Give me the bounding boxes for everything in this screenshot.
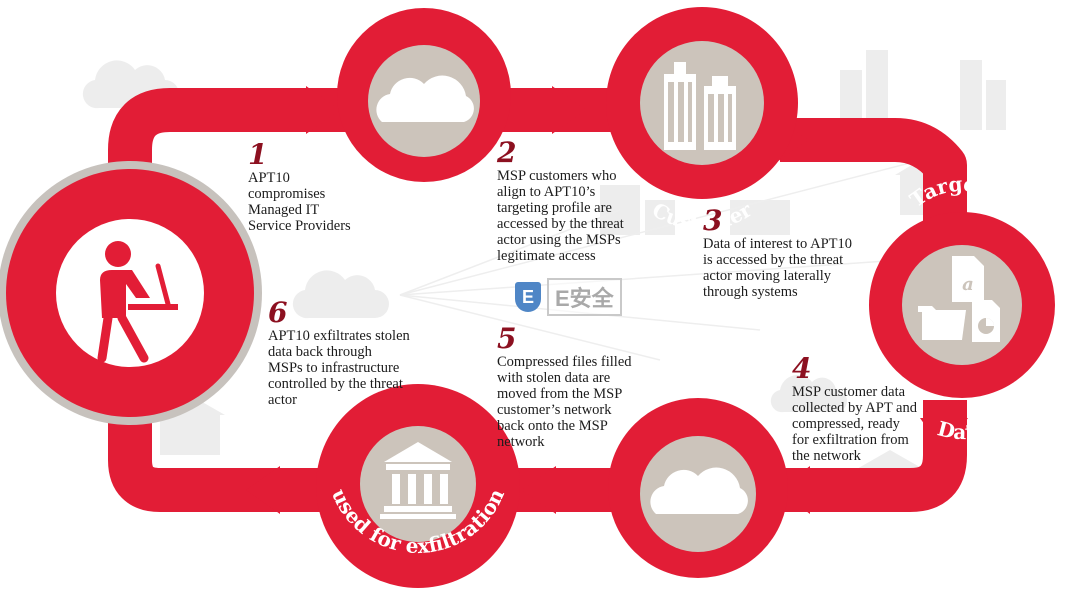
arrow-icon (920, 418, 968, 452)
step-3: 3 Data of interest to APT10 is accessed … (703, 204, 853, 301)
node-targeted-data-label-bottom: Data (935, 416, 989, 444)
arrow-icon (522, 466, 556, 514)
step-description: Compressed files filled with stolen data… (497, 354, 632, 450)
step-description: MSP customers who align to APT10’s targe… (497, 168, 624, 264)
cycle-track (108, 86, 968, 514)
step-number: 1 (248, 138, 268, 171)
person-at-laptop-icon (97, 241, 178, 363)
arrow-icon (778, 466, 810, 514)
step-6: 6 APT10 exfiltrates stolen data back thr… (268, 296, 410, 409)
watermark: E E安全 (515, 278, 622, 316)
watermark-shield-icon: E (515, 282, 541, 312)
watermark-text: E安全 (547, 278, 622, 316)
step-number: 4 (792, 352, 812, 385)
node-msp-bottom-label: MSP (665, 338, 731, 370)
bank-building-icon (380, 442, 456, 519)
step-description: APT10 exfiltrates stolen data back throu… (268, 328, 410, 408)
arrow-icon (246, 466, 280, 514)
step-number: 6 (268, 296, 288, 329)
node-msp-bottom: MSP (608, 338, 788, 578)
arrow-icon (306, 86, 340, 134)
node-targeted-data: a Targeted Data (869, 172, 1055, 444)
cloud-icon (650, 467, 748, 514)
document-letter: a (962, 274, 974, 295)
step-number: 5 (497, 322, 517, 355)
arrow-icon (552, 86, 586, 134)
step-description: Data of interest to APT10 is accessed by… (703, 236, 853, 300)
step-4: 4 MSP customer data collected by APT and… (792, 352, 917, 465)
node-msp-top: MSP (337, 8, 511, 182)
step-5: 5 Compressed files filled with stolen da… (497, 322, 632, 451)
step-1: 1 APT10 compromises Managed IT Service P… (248, 138, 351, 235)
step-number: 3 (703, 204, 723, 237)
step-description: MSP customer data collected by APT and c… (792, 384, 917, 464)
cloud-icon (376, 75, 474, 122)
step-description: APT10 compromises Managed IT Service Pro… (248, 170, 351, 234)
node-targeted-msp-customer: Targeted MSP Customer (606, 7, 798, 235)
step-number: 2 (497, 136, 517, 169)
step-2: 2 MSP customers who align to APT10’s tar… (497, 136, 624, 265)
node-apt10: APT10 (0, 161, 262, 425)
folder-and-documents-icon: a (918, 256, 1000, 342)
